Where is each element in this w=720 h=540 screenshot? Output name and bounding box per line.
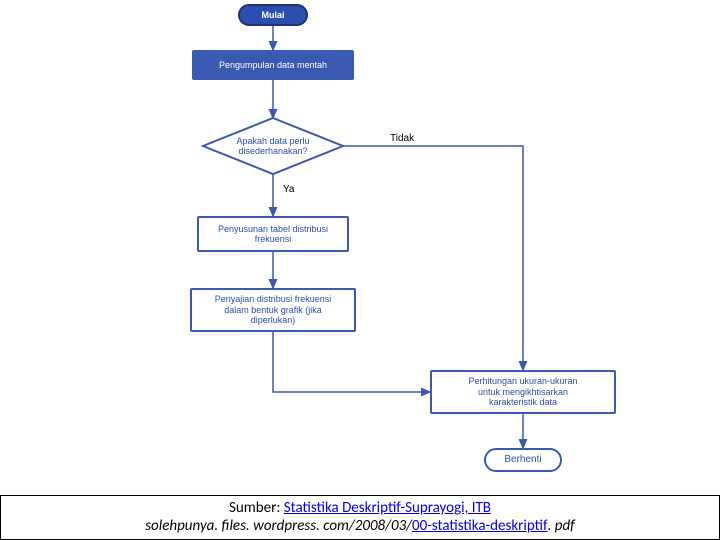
footer-line1: Sumber: Statistika Deskriptif-Suprayogi,… [9,499,711,517]
label-ya: Ya [283,184,295,195]
node-pengumpulan: Pengumpulan data mentah [192,50,354,80]
footer-italic-prefix: solehpunya. files. wordpress. com/2008/0… [145,517,412,535]
node-tabel: Penyusunan tabel distribusi frekuensi [197,216,349,252]
node-grafik: Penyajian distribusi frekuensi dalam ben… [190,288,356,332]
footer-italic-suffix: . pdf [548,517,575,535]
node-grafik-label3: diperlukan) [215,315,332,325]
node-tabel-label1: Penyusunan tabel distribusi [218,224,328,234]
node-mulai: Mulai [238,4,308,26]
node-decision-label2: disederhanakan? [236,146,309,156]
node-berhenti: Berhenti [484,448,562,472]
node-pengumpulan-label: Pengumpulan data mentah [219,60,327,70]
node-grafik-label2: dalam bentuk grafik (jika [215,305,332,315]
node-decision: Apakah data perlu disederhanakan? [203,128,343,164]
label-tidak: Tidak [390,133,414,144]
node-berhenti-label: Berhenti [504,454,541,466]
node-hitung-label1: Perhitungan ukuran-ukuran [468,376,577,386]
node-hitung-label2: untuk mengikhtisarkan [468,387,577,397]
footer-link1[interactable]: Statistika Deskriptif-Suprayogi, ITB [284,499,491,517]
source-footer: Sumber: Statistika Deskriptif-Suprayogi,… [0,495,720,540]
node-hitung-label3: karakteristik data [468,397,577,407]
node-tabel-label2: frekuensi [218,234,328,244]
node-decision-label1: Apakah data perlu [236,136,309,146]
flowchart-edges [0,0,720,540]
node-hitung: Perhitungan ukuran-ukuran untuk mengikht… [430,370,616,414]
footer-prefix: Sumber: [229,499,284,517]
node-grafik-label1: Penyajian distribusi frekuensi [215,294,332,304]
footer-link2[interactable]: 00-statistika-deskriptif [412,517,548,535]
footer-line2: solehpunya. files. wordpress. com/2008/0… [9,517,711,535]
node-mulai-label: Mulai [261,10,284,20]
